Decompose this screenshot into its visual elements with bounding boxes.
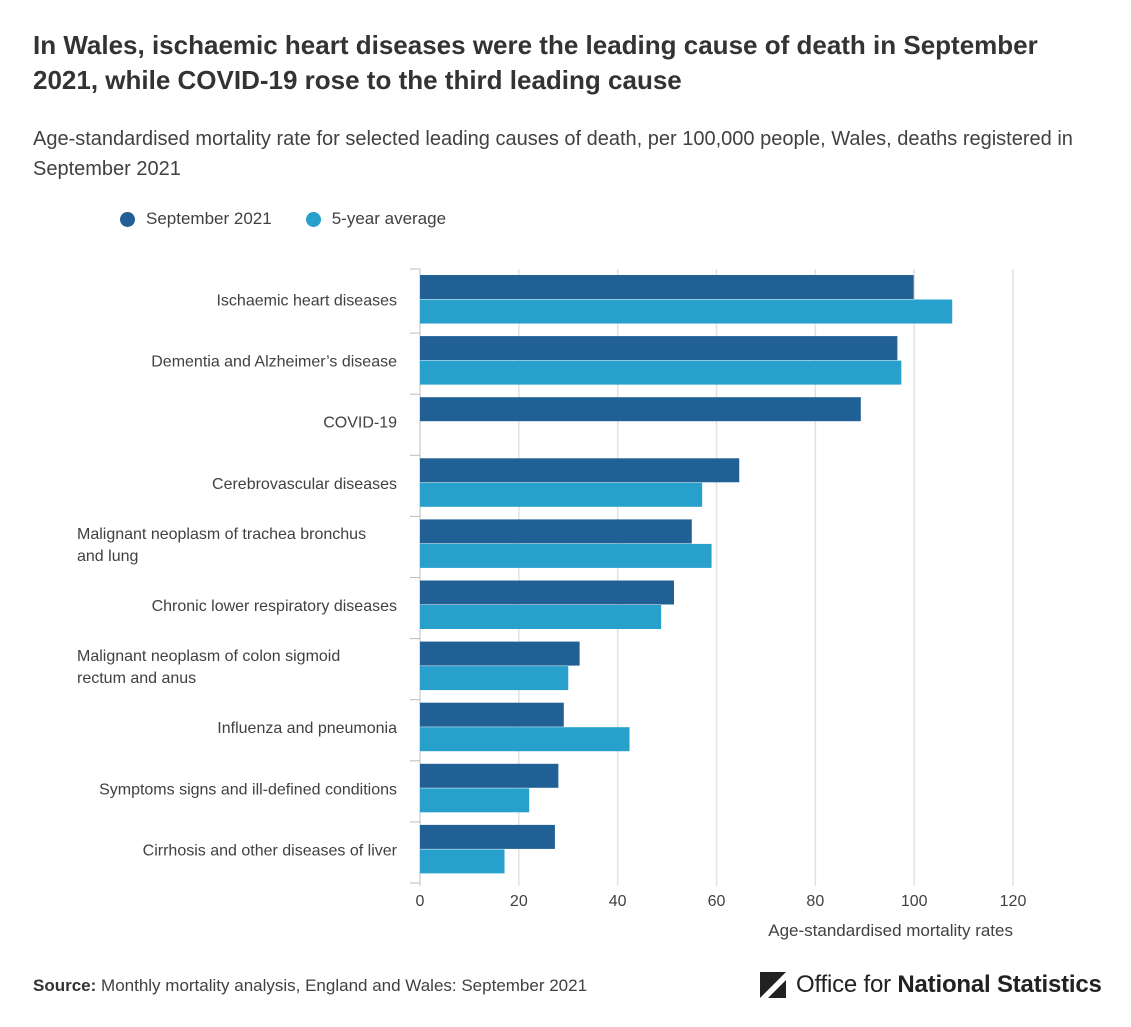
category-label-6-line-0: Malignant neoplasm of colon sigmoid: [77, 648, 340, 665]
bar-september-2021-6: [420, 641, 580, 666]
bar-5-year-average-8: [420, 788, 530, 813]
bars: [420, 275, 953, 874]
bar-september-2021-8: [420, 763, 559, 788]
x-tick-label-80: 80: [806, 893, 824, 910]
category-label-9: Cirrhosis and other diseases of liver: [143, 842, 398, 859]
ons-logo-text: Office for National Statistics: [796, 971, 1102, 998]
chart-legend: September 2021 5-year average: [120, 209, 480, 229]
x-axis-ticks: 0 20 40 60 80 100 120: [416, 893, 1027, 910]
bar-5-year-average-6: [420, 666, 569, 691]
x-tick-label-0: 0: [416, 893, 425, 910]
ons-logo: Office for National Statistics: [758, 970, 1102, 1000]
bar-5-year-average-5: [420, 605, 662, 629]
bar-5-year-average-4: [420, 543, 712, 568]
bar-september-2021-2: [420, 397, 861, 422]
bar-5-year-average-7: [420, 727, 630, 752]
source-text: Monthly mortality analysis, England and …: [101, 976, 588, 995]
legend-label-5-year-average: 5-year average: [331, 209, 447, 228]
bar-september-2021-3: [420, 458, 740, 483]
x-tick-label-100: 100: [901, 893, 928, 910]
bar-september-2021-4: [420, 519, 692, 544]
legend-label-september-2021: September 2021: [146, 209, 272, 228]
bar-5-year-average-0: [420, 299, 953, 324]
ons-logo-icon: [760, 972, 786, 998]
category-labels: Ischaemic heart diseases Dementia and Alz…: [77, 293, 398, 860]
category-label-4-line-1: and lung: [77, 548, 138, 565]
bar-september-2021-7: [420, 702, 564, 727]
legend-item-september-2021: September 2021: [120, 209, 272, 229]
category-label-4-line-0: Malignant neoplasm of trachea bronchus: [77, 526, 366, 543]
bar-september-2021-5: [420, 580, 675, 605]
category-label-7: Influenza and pneumonia: [217, 720, 397, 737]
category-label-6-line-1: rectum and anus: [77, 670, 196, 687]
category-label-5: Chronic lower respiratory diseases: [152, 598, 397, 615]
bar-september-2021-9: [420, 824, 555, 849]
legend-item-5-year-average: 5-year average: [305, 209, 447, 229]
bar-chart: Ischaemic heart diseases Dementia and Alz…: [77, 268, 1027, 940]
bar-5-year-average-3: [420, 482, 703, 507]
category-label-2: COVID-19: [323, 415, 397, 432]
bar-september-2021-1: [420, 336, 898, 361]
category-label-3: Cerebrovascular diseases: [212, 476, 397, 493]
x-tick-label-120: 120: [1000, 893, 1027, 910]
source-note: Source: Monthly mortality analysis, Engl…: [33, 976, 587, 996]
category-label-8: Symptoms signs and ill-defined condition…: [99, 781, 397, 798]
source-label: Source:: [33, 976, 97, 995]
legend-swatch-5-year-average: [305, 211, 321, 227]
category-label-0: Ischaemic heart diseases: [216, 293, 397, 310]
chart-subtitle: Age-standardised mortality rate for sele…: [33, 128, 1073, 180]
x-tick-label-60: 60: [708, 893, 726, 910]
legend-swatch-september-2021: [120, 211, 135, 227]
bar-september-2021-0: [420, 275, 914, 299]
x-tick-label-20: 20: [510, 893, 528, 910]
x-axis-title: Age-standardised mortality rates: [768, 921, 1013, 940]
x-tick-label-40: 40: [609, 893, 627, 910]
category-label-1: Dementia and Alzheimer’s disease: [151, 354, 397, 371]
bar-5-year-average-9: [420, 849, 505, 874]
chart-title: In Wales, ischaemic heart diseases were …: [33, 30, 1038, 95]
bar-5-year-average-1: [420, 360, 902, 385]
